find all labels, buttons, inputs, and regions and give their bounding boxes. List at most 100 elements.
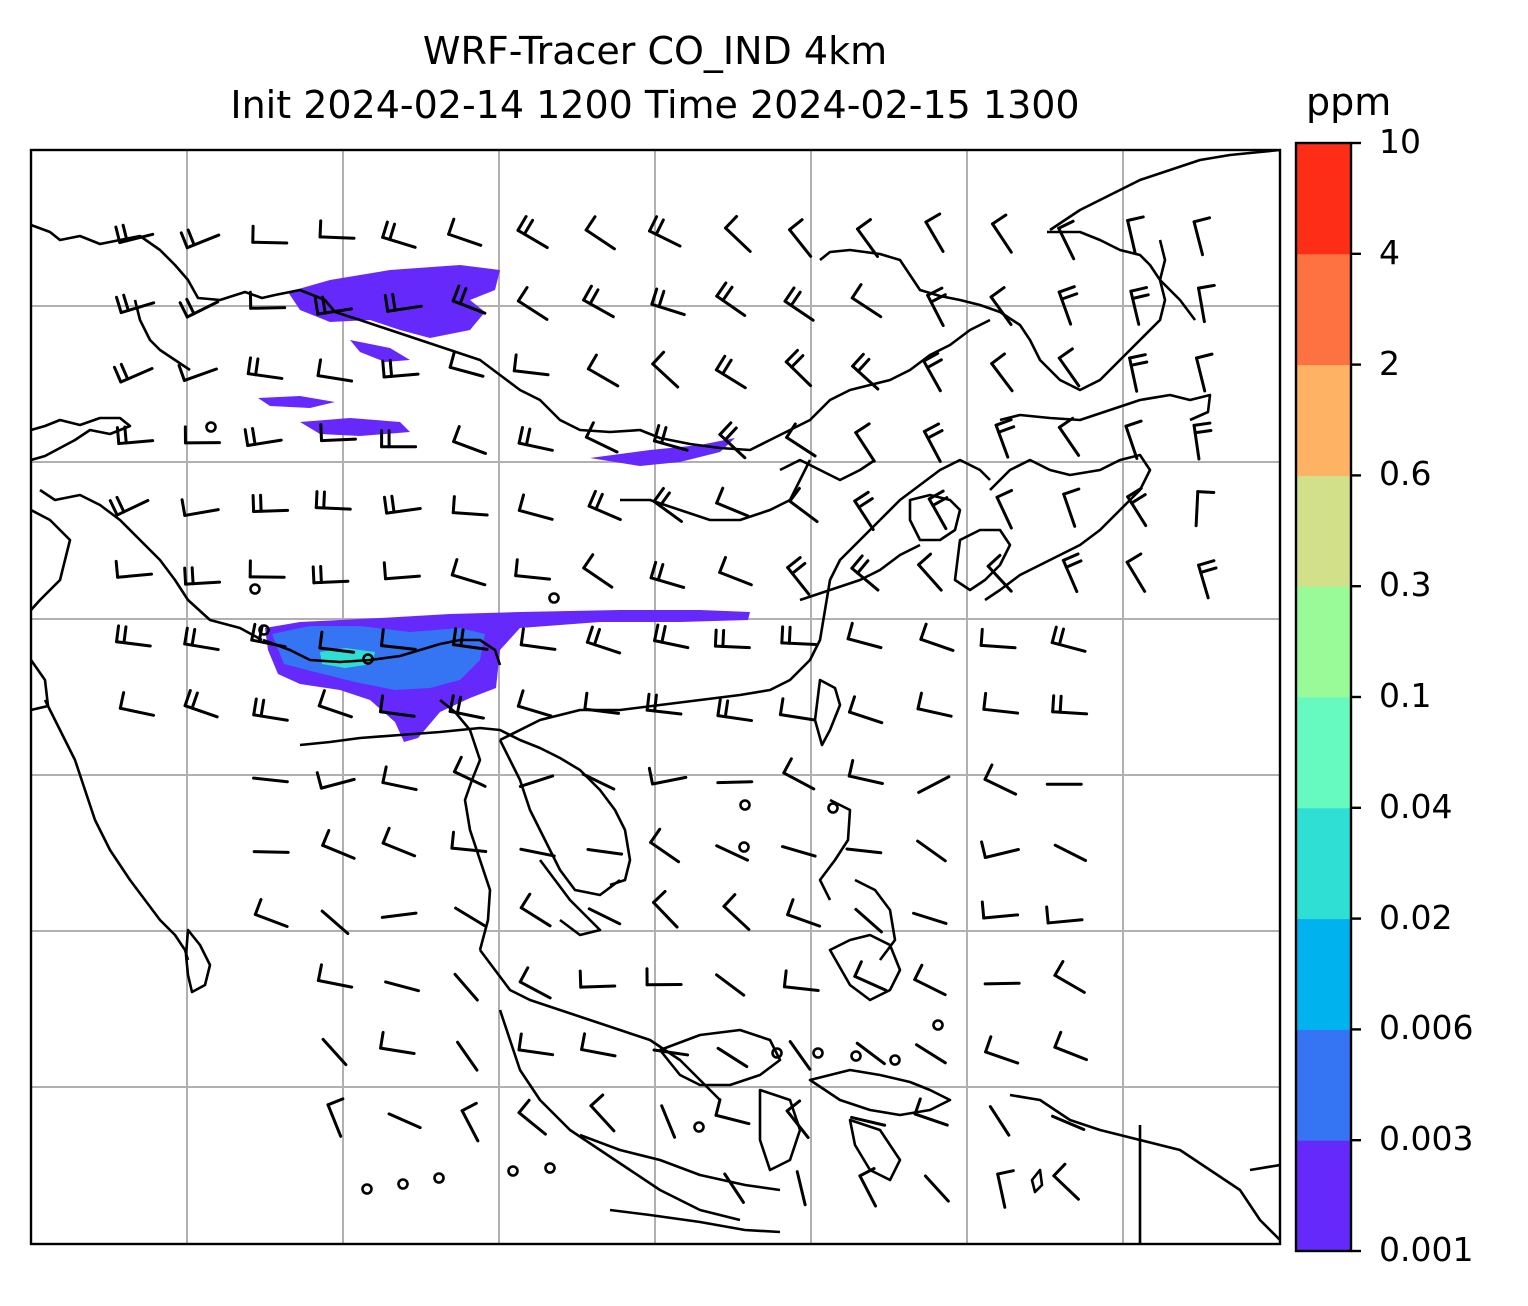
wind-barb: [795, 1170, 807, 1207]
wind-barb-flag: [651, 350, 666, 366]
wind-barb: [1195, 356, 1207, 393]
wind-barb-flag: [652, 424, 661, 443]
wind-barb-flag: [982, 691, 988, 711]
wind-barb-flag: [1062, 487, 1081, 496]
wind-barb: [314, 506, 352, 511]
wind-barb-flag: [858, 1167, 876, 1178]
colorbar-segment: [1296, 918, 1351, 1030]
wind-barb-flag: [724, 214, 739, 230]
wind-barb: [1057, 425, 1081, 457]
wind-barbs: [108, 212, 1218, 1209]
colorbar-tick-label: 0.001: [1379, 1230, 1474, 1269]
wind-barb: [587, 907, 622, 926]
wind-barb: [847, 774, 884, 786]
wind-barb: [996, 1172, 1007, 1209]
wind-barb-flag: [448, 350, 456, 369]
wind-barb: [983, 848, 1020, 859]
wind-barb: [249, 306, 287, 310]
wind-barb: [516, 704, 553, 718]
wind-barb: [582, 566, 614, 589]
wind-barb-flag: [316, 358, 323, 378]
wind-barb-flag: [995, 488, 1014, 499]
colorbar-tick-label: 10: [1379, 122, 1421, 161]
wind-barb-flag: [1061, 552, 1080, 562]
wind-barb: [584, 435, 619, 454]
wind-barb: [922, 359, 942, 393]
wind-barb: [782, 985, 820, 993]
wind-barb: [384, 574, 421, 581]
wind-barb: [451, 511, 489, 517]
wind-barb-flag: [657, 289, 666, 309]
wind-barb: [1053, 973, 1086, 994]
wind-barb-flag: [652, 889, 667, 905]
wind-barb-flag: [660, 426, 668, 445]
wind-barb: [119, 301, 156, 315]
wind-barb: [519, 906, 552, 928]
wind-barb-flag: [1057, 285, 1076, 294]
wind-barb-flag: [177, 363, 186, 382]
wind-barb-flag: [251, 426, 257, 446]
wind-barb-flag: [1051, 694, 1056, 714]
wind-barb-flag: [714, 1098, 722, 1117]
wind-barb: [589, 1104, 616, 1133]
wind-barb-flag: [108, 499, 119, 517]
wind-barb: [847, 710, 884, 725]
wind-barb: [716, 1046, 749, 1069]
wind-barb: [716, 780, 754, 785]
wind-barb-flag: [1057, 347, 1074, 360]
wind-barb-flag: [787, 625, 792, 645]
wind-barb: [715, 844, 750, 862]
map-title-line-2: Init 2024-02-14 1200 Time 2024-02-15 130…: [230, 83, 1080, 127]
wind-barb: [451, 299, 487, 315]
wind-barb-flag: [784, 348, 799, 364]
wind-barb: [917, 775, 951, 794]
wind-barb-flag: [913, 1097, 922, 1116]
colorbar-tick-label: 0.6: [1379, 454, 1432, 494]
wind-barb: [583, 707, 621, 715]
wind-barb: [788, 499, 819, 524]
wind-barb: [321, 1037, 348, 1067]
colorbar-segment: [1296, 364, 1351, 476]
wind-barb-flag: [991, 213, 1008, 226]
wind-barb: [782, 771, 816, 791]
wind-barb: [916, 839, 947, 863]
wind-barb-flag: [243, 428, 250, 447]
wind-barb-flag: [929, 293, 947, 304]
wind-barb: [983, 981, 1021, 986]
wind-barb: [318, 646, 356, 654]
wind-barb: [115, 640, 152, 648]
wind-barb-flag: [122, 293, 130, 312]
wind-barb: [915, 1043, 947, 1065]
wind-barb-flag: [524, 427, 532, 447]
wind-barb: [252, 776, 289, 784]
wind-barb-flag: [922, 422, 941, 433]
wind-barb-flag: [645, 692, 651, 712]
wind-barb-flag: [388, 358, 394, 378]
wind-barb: [994, 423, 1010, 459]
wind-barb: [1194, 490, 1200, 528]
wind-barb: [786, 566, 811, 596]
wind-barb: [917, 563, 943, 592]
wind-barb-flag: [578, 969, 583, 989]
wind-barb-flag: [519, 627, 525, 647]
wind-barb-flag: [926, 286, 944, 297]
wind-barb-flag: [589, 1093, 605, 1108]
wind-barb-flag: [782, 969, 788, 989]
colorbar-unit-label: ppm: [1306, 80, 1392, 124]
wind-barb-flag: [588, 288, 600, 306]
wind-barb: [251, 240, 289, 245]
colorbar-segment: [1296, 1029, 1351, 1141]
wind-barb: [316, 307, 353, 316]
wind-barb-flag: [989, 286, 1006, 299]
wind-barb-flag: [658, 491, 671, 508]
wind-barb: [246, 438, 283, 447]
wind-barb-flag: [785, 1099, 802, 1113]
wind-barb-flag: [1197, 559, 1216, 567]
wind-barb: [380, 911, 418, 919]
wind-barb-flag: [183, 626, 189, 646]
wind-barb-flag: [516, 215, 528, 232]
wind-barb: [723, 1172, 745, 1204]
wind-barb-flag: [650, 287, 659, 306]
wind-barb-flag: [986, 553, 1002, 568]
wind-barb-flag: [115, 295, 123, 315]
